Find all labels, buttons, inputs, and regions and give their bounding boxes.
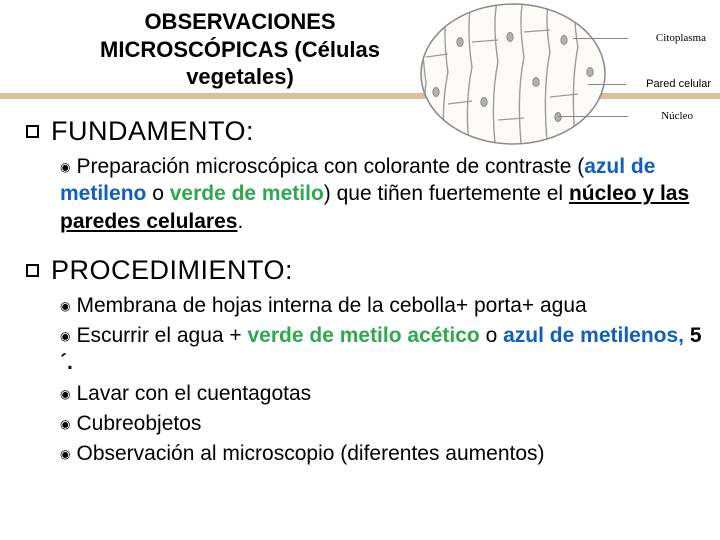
heading-fundamento: FUNDAMENTO: — [51, 116, 254, 147]
proc-item: Cubreobjetos — [60, 410, 706, 437]
t: verde de metilo — [170, 182, 324, 205]
t: Membrana — [76, 294, 176, 317]
t: microscópica con colorante de contraste … — [190, 155, 585, 178]
t: con el cuentagotas — [129, 382, 311, 405]
t: Observación al microscopio (diferentes a… — [76, 442, 544, 465]
leader-line — [588, 84, 626, 85]
slide-title: OBSERVACIONES MICROSCÓPICAS (Células veg… — [100, 8, 380, 91]
title-block: OBSERVACIONES MICROSCÓPICAS (Células veg… — [100, 8, 380, 91]
slide: OBSERVACIONES MICROSCÓPICAS (Células veg… — [0, 0, 720, 540]
square-bullet-icon — [26, 264, 39, 277]
leader-line — [573, 38, 628, 39]
proc-item: Lavar con el cuentagotas — [60, 380, 706, 407]
procedimiento-body: Membrana de hojas interna de la cebolla+… — [60, 292, 706, 468]
t: azul de metilenos, — [503, 324, 690, 347]
t: de hojas interna de la cebolla+ porta+ a… — [177, 294, 587, 317]
heading-row: PROCEDIMIENTO: — [26, 255, 706, 286]
t: Lavar — [76, 382, 129, 405]
t: el agua + — [149, 324, 248, 347]
t: o — [480, 324, 503, 347]
fundamento-body: Preparación microscópica con colorante d… — [60, 153, 706, 235]
t: o — [146, 182, 169, 205]
proc-item: Escurrir el agua + verde de metilo acéti… — [60, 322, 706, 377]
t: ) que tiñen fuertemente el — [324, 182, 569, 205]
proc-item: Membrana de hojas interna de la cebolla+… — [60, 292, 706, 319]
t: Escurrir — [76, 324, 148, 347]
t: . — [237, 210, 243, 233]
label-citoplasma: Citoplasma — [656, 32, 706, 44]
proc-item: Observación al microscopio (diferentes a… — [60, 440, 706, 467]
t: Cubreobjetos — [76, 412, 201, 435]
content-body: FUNDAMENTO: Preparación microscópica con… — [26, 116, 706, 471]
fundamento-text: Preparación microscópica con colorante d… — [60, 153, 706, 235]
t: Preparación — [76, 155, 189, 178]
square-bullet-icon — [26, 125, 39, 138]
heading-procedimiento: PROCEDIMIENTO: — [51, 255, 293, 286]
t: verde de metilo acético — [248, 324, 480, 347]
heading-row: FUNDAMENTO: — [26, 116, 706, 147]
label-pared: Pared celular — [646, 78, 711, 90]
